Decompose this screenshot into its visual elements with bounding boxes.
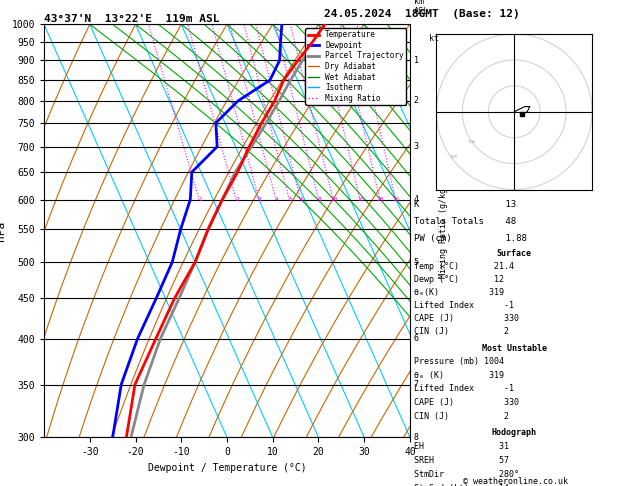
Text: Totals Totals    48: Totals Totals 48 (415, 217, 516, 226)
Text: 8: 8 (318, 197, 321, 203)
Text: CAPE (J)          330: CAPE (J) 330 (415, 314, 520, 323)
Y-axis label: hPa: hPa (0, 221, 6, 241)
Text: 7: 7 (414, 380, 419, 389)
Text: 10: 10 (330, 197, 338, 203)
Text: 15: 15 (357, 197, 365, 203)
Text: Surface: Surface (497, 249, 532, 258)
Text: 6: 6 (414, 334, 419, 343)
Text: 1: 1 (414, 56, 419, 65)
Text: StmDir           280°: StmDir 280° (415, 470, 520, 479)
Text: CIN (J)           2: CIN (J) 2 (415, 327, 509, 336)
Text: 24.05.2024  18GMT  (Base: 12): 24.05.2024 18GMT (Base: 12) (323, 9, 520, 19)
Text: ₁₀: ₁₀ (467, 138, 476, 144)
Text: Pressure (mb) 1004: Pressure (mb) 1004 (415, 357, 504, 366)
Text: SREH             57: SREH 57 (415, 456, 509, 465)
Text: ₂₀: ₂₀ (449, 154, 458, 159)
Text: km
ASL: km ASL (414, 0, 428, 16)
Text: Lifted Index      -1: Lifted Index -1 (415, 384, 515, 394)
Text: 1: 1 (198, 197, 202, 203)
Text: Mixing Ratio (g/kg): Mixing Ratio (g/kg) (439, 183, 448, 278)
Text: 5: 5 (288, 197, 292, 203)
Text: 6: 6 (299, 197, 303, 203)
X-axis label: Dewpoint / Temperature (°C): Dewpoint / Temperature (°C) (148, 463, 306, 473)
Text: 3: 3 (414, 142, 419, 151)
Text: kt: kt (429, 34, 438, 43)
Text: Dewp (°C)       12: Dewp (°C) 12 (415, 275, 504, 284)
Text: 20: 20 (377, 197, 384, 203)
Text: EH               31: EH 31 (415, 442, 509, 451)
Text: Hodograph: Hodograph (492, 428, 537, 437)
Text: K                13: K 13 (415, 200, 516, 209)
Text: Lifted Index      -1: Lifted Index -1 (415, 301, 515, 310)
Text: Temp (°C)       21.4: Temp (°C) 21.4 (415, 262, 515, 271)
Text: CIN (J)           2: CIN (J) 2 (415, 412, 509, 421)
Text: CAPE (J)          330: CAPE (J) 330 (415, 398, 520, 407)
Text: PW (cm)          1.88: PW (cm) 1.88 (415, 234, 527, 243)
Text: 5: 5 (414, 258, 419, 267)
Text: 25: 25 (392, 197, 400, 203)
Text: 4: 4 (414, 195, 419, 204)
Text: 43°37'N  13°22'E  119m ASL: 43°37'N 13°22'E 119m ASL (44, 14, 220, 23)
Text: StmSpd (kt)      14: StmSpd (kt) 14 (415, 484, 509, 486)
Text: θₑ (K)         319: θₑ (K) 319 (415, 371, 504, 380)
Text: © weatheronline.co.uk: © weatheronline.co.uk (464, 477, 568, 486)
Text: 4: 4 (275, 197, 279, 203)
Text: Most Unstable: Most Unstable (482, 344, 547, 353)
Text: 2: 2 (414, 96, 419, 105)
Legend: Temperature, Dewpoint, Parcel Trajectory, Dry Adiabat, Wet Adiabat, Isotherm, Mi: Temperature, Dewpoint, Parcel Trajectory… (305, 28, 406, 105)
Text: 3: 3 (258, 197, 262, 203)
Text: 2: 2 (235, 197, 239, 203)
Text: θₑ(K)          319: θₑ(K) 319 (415, 288, 504, 297)
Text: 8: 8 (414, 433, 419, 442)
